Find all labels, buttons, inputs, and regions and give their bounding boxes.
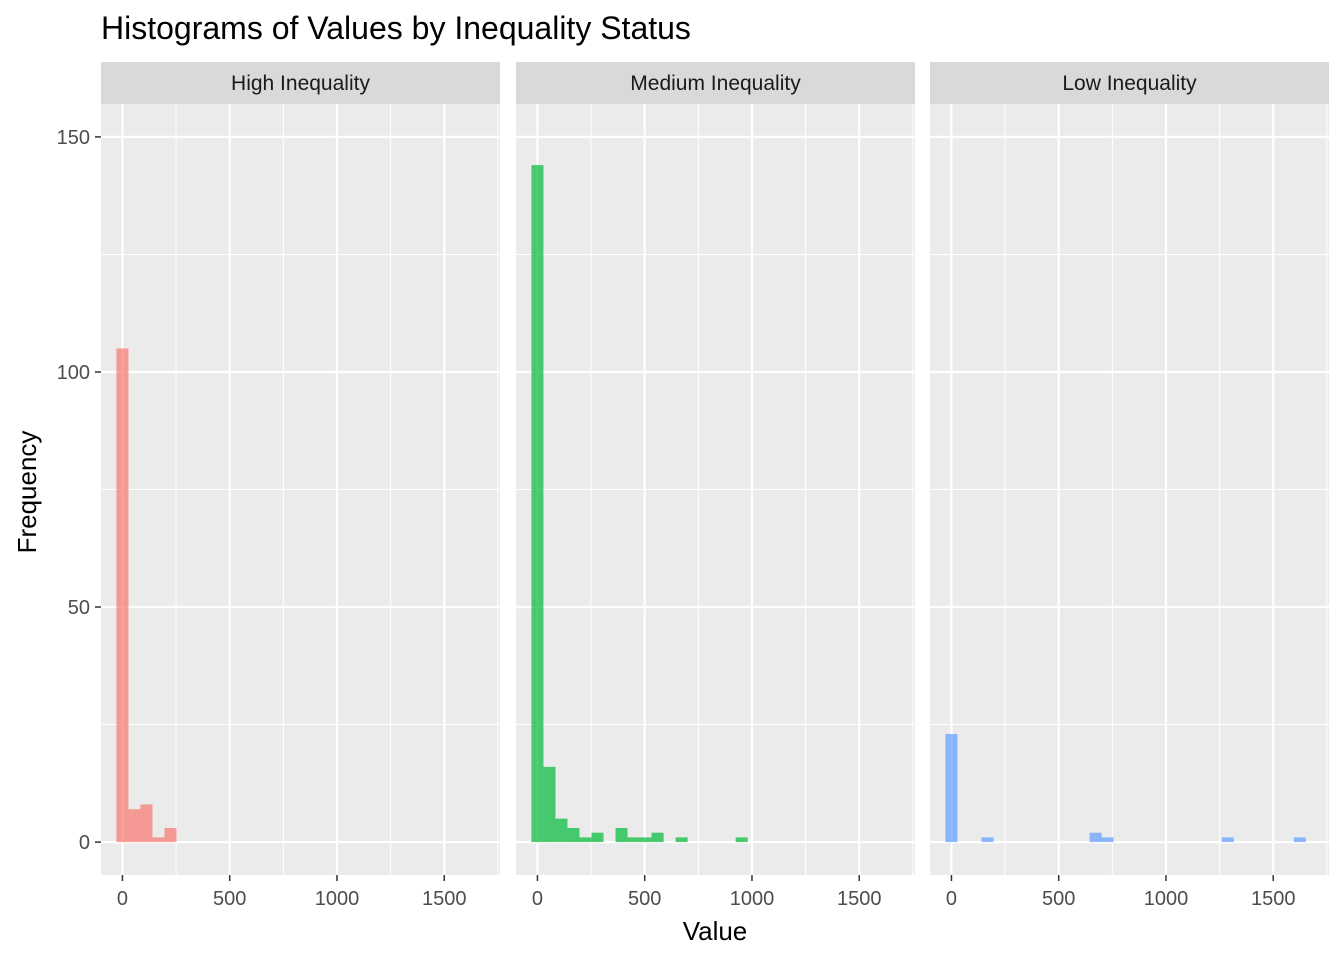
x-tick-label: 0 <box>532 888 543 910</box>
y-axis: 0 50 100 150 <box>57 127 101 854</box>
histogram-bar <box>1101 837 1114 843</box>
histogram-bar <box>543 766 556 843</box>
y-axis-title: Frequency <box>12 431 42 554</box>
histogram-bar <box>555 818 568 843</box>
x-tick-label: 1500 <box>1251 888 1296 910</box>
y-tick-label: 100 <box>57 362 90 384</box>
histogram-bar <box>615 827 628 843</box>
histogram-bar <box>675 837 688 843</box>
histogram-bar <box>981 837 994 843</box>
histogram-bar <box>627 837 640 843</box>
histogram-bar <box>579 837 592 843</box>
x-tick-label: 500 <box>1042 888 1075 910</box>
x-tick-label: 0 <box>946 888 957 910</box>
histogram-bar <box>116 348 129 843</box>
histogram-bar <box>567 827 580 843</box>
x-tick-label: 500 <box>628 888 661 910</box>
facet-strip <box>930 62 1329 104</box>
histogram-bar <box>735 837 748 843</box>
x-tick-label: 1500 <box>837 888 882 910</box>
facet-strip <box>101 62 500 104</box>
histogram-bar <box>651 832 664 843</box>
facet-panel: High Inequality 0 500 1000 1500 <box>101 62 500 910</box>
x-tick-label: 1000 <box>315 888 360 910</box>
histogram-bar <box>639 837 652 843</box>
facet-strip <box>516 62 915 104</box>
histogram-bar <box>140 804 153 843</box>
histogram-bar <box>1293 837 1306 843</box>
x-axis-title: Value <box>683 916 748 946</box>
chart-title: Histograms of Values by Inequality Statu… <box>101 10 691 46</box>
x-tick-label: 1000 <box>730 888 775 910</box>
histogram-bar <box>591 832 604 843</box>
y-tick-label: 150 <box>57 127 90 149</box>
histogram-bar <box>1221 837 1234 843</box>
y-tick-label: 50 <box>68 597 90 619</box>
facet-strip-label: Medium Inequality <box>630 72 801 95</box>
facet-strip-label: High Inequality <box>231 72 370 95</box>
x-tick-label: 500 <box>213 888 246 910</box>
x-tick-label: 0 <box>117 888 128 910</box>
histogram-bar <box>1089 832 1102 843</box>
histogram-bar <box>531 165 544 843</box>
histogram-bar <box>152 837 165 843</box>
facet-panel: Medium Inequality 0 500 1000 1500 <box>516 62 915 910</box>
facet-panel: Low Inequality 0 500 1000 1500 <box>930 62 1329 910</box>
histogram-bar <box>164 827 177 843</box>
histogram-bar <box>945 733 958 843</box>
facet-strip-label: Low Inequality <box>1062 72 1197 95</box>
x-tick-label: 1000 <box>1144 888 1189 910</box>
x-tick-label: 1500 <box>422 888 467 910</box>
histogram-bar <box>128 809 141 843</box>
y-tick-label: 0 <box>79 832 90 854</box>
